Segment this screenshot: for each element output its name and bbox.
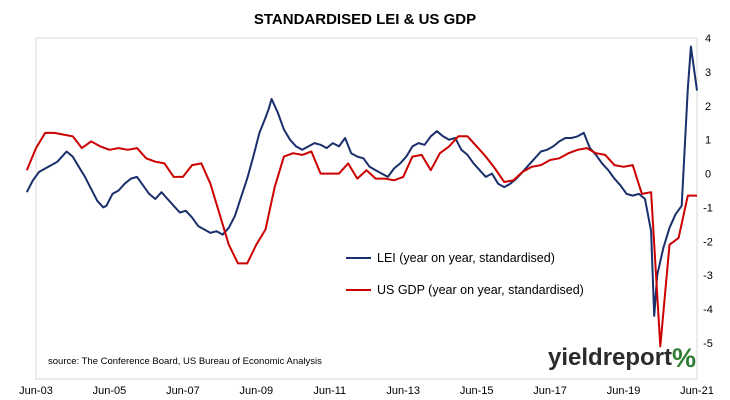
x-tick-label: Jun-09 [240, 385, 274, 397]
x-tick-label: Jun-11 [313, 385, 346, 397]
yieldreport-logo: yieldreport % [548, 343, 696, 373]
y-tick-label: 0 [705, 169, 711, 181]
logo-text: yieldreport [548, 344, 672, 371]
y-tick-label: 1 [705, 135, 711, 147]
logo-percent: % [672, 343, 696, 373]
y-tick-label: -4 [703, 304, 713, 316]
x-tick-label: Jun-21 [680, 385, 714, 397]
gdp-series-line [25, 131, 697, 348]
legend-label-gdp: US GDP (year on year, standardised) [377, 283, 584, 297]
y-tick-label: 3 [705, 67, 711, 79]
lei-series-line [25, 45, 698, 317]
y-tick-label: -5 [703, 338, 713, 350]
legend-label-lei: LEI (year on year, standardised) [377, 251, 555, 265]
y-tick-label: -3 [703, 270, 713, 282]
x-tick-label: Jun-05 [93, 385, 127, 397]
x-tick-label: Jun-19 [607, 385, 641, 397]
x-tick-label: Jun-03 [19, 385, 53, 397]
x-tick-label: Jun-15 [460, 385, 494, 397]
y-tick-label: 4 [705, 33, 711, 45]
chart-title: STANDARDISED LEI & US GDP [254, 11, 476, 28]
x-tick-label: Jun-13 [386, 385, 420, 397]
legend: LEI (year on year, standardised) US GDP (… [346, 251, 584, 297]
y-tick-label: 2 [705, 101, 711, 113]
y-tick-label: -2 [703, 236, 713, 248]
x-tick-label: Jun-17 [533, 385, 567, 397]
y-tick-label: -1 [703, 202, 713, 214]
series-layer [25, 45, 698, 348]
x-tick-label: Jun-07 [166, 385, 200, 397]
axes: 4 3 2 1 0 -1 -2 -3 -4 -5 Jun-03 Jun-05 Jun-07 Jun-09 J… [19, 33, 714, 397]
source-note: source: The Conference Board, US Bureau … [48, 356, 322, 367]
plot-frame [35, 37, 698, 380]
